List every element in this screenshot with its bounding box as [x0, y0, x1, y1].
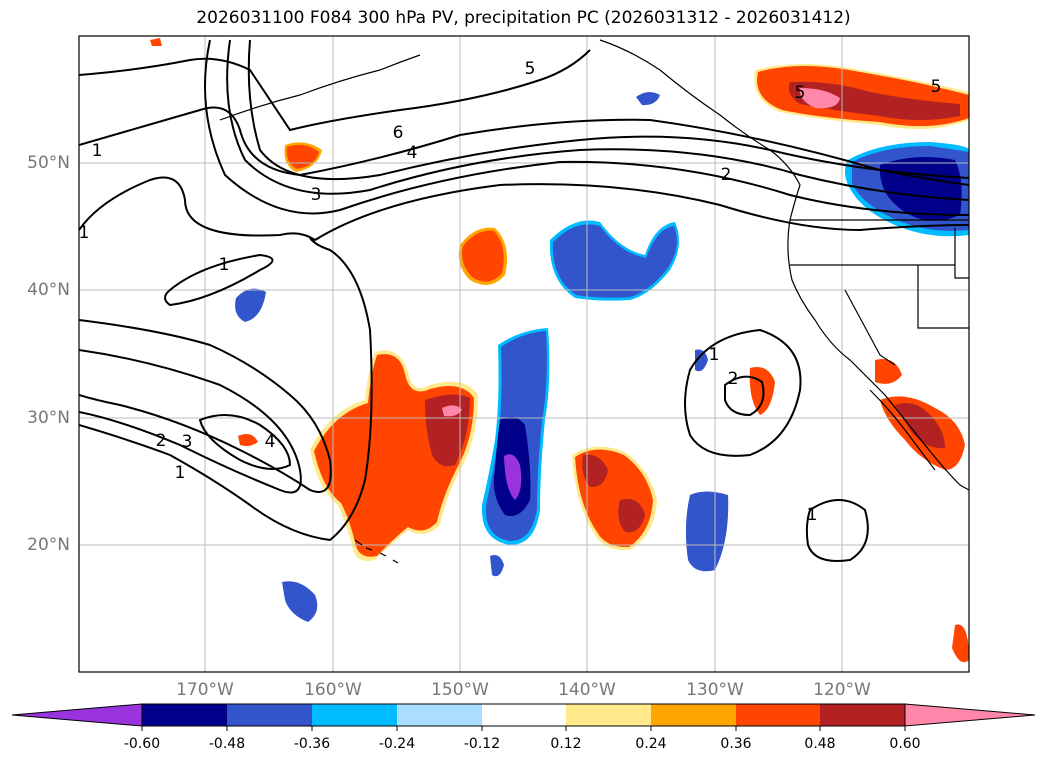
colorbar-tick-label: -0.60 — [123, 736, 161, 752]
contour-label: 2 — [721, 165, 732, 185]
colorbar-tick-label: -0.12 — [463, 736, 501, 752]
contour-label: 3 — [182, 432, 193, 452]
contour-label: 5 — [525, 59, 536, 79]
colorbar-segment — [482, 704, 566, 726]
contour-label: 6 — [393, 123, 404, 143]
contour-label: 1 — [92, 141, 103, 161]
contour-label: 3 — [311, 185, 322, 205]
coastlines — [219, 39, 969, 564]
colorbar-segment — [312, 704, 397, 726]
lon-tick-label: 150°W — [431, 680, 489, 700]
colorbar-tick-label: -0.24 — [378, 736, 416, 752]
lon-tick-label: 140°W — [558, 680, 616, 700]
precipitation-field — [150, 38, 969, 663]
colorbar-tick-label: -0.36 — [293, 736, 331, 752]
contour-label: 1 — [79, 223, 90, 243]
lon-tick-label: 160°W — [304, 680, 362, 700]
lon-tick-label: 170°W — [176, 680, 234, 700]
lat-tick-label: 40°N — [27, 280, 70, 300]
contour-label-group: 5 6 4 3 2 1 1 1 4 3 2 1 1 2 1 5 5 — [79, 59, 942, 525]
colorbar-arrow-left — [11, 703, 143, 727]
colorbar-tick-label: 0.36 — [720, 736, 752, 752]
colorbar — [11, 703, 1036, 731]
contour-label: 4 — [265, 432, 276, 452]
colorbar-segment — [820, 704, 905, 726]
colorbar-segment — [651, 704, 736, 726]
lat-tick-label: 20°N — [27, 535, 70, 555]
colorbar-segment — [142, 704, 227, 726]
lat-tick-label: 30°N — [27, 408, 70, 428]
colorbar-segment — [227, 704, 312, 726]
colorbar-segment — [736, 704, 820, 726]
colorbar-segment — [397, 704, 482, 726]
contour-label: 2 — [156, 431, 167, 451]
contour-label: 2 — [728, 369, 739, 389]
colorbar-segment — [566, 704, 651, 726]
colorbar-arrow-right — [904, 703, 1036, 727]
gridlines — [79, 36, 969, 672]
contour-label: 4 — [407, 143, 418, 163]
contour-label: 1 — [175, 463, 186, 483]
colorbar-tick-label: 0.48 — [804, 736, 836, 752]
contour-label: 1 — [709, 345, 720, 365]
contour-label: 1 — [219, 255, 230, 275]
contour-label: 5 — [795, 83, 806, 103]
lon-tick-label: 120°W — [813, 680, 871, 700]
lat-tick-label: 50°N — [27, 153, 70, 173]
colorbar-tick-label: 0.24 — [635, 736, 667, 752]
pv-contours — [79, 39, 969, 562]
contour-label: 1 — [807, 505, 818, 525]
colorbar-tick-label: 0.60 — [889, 736, 921, 752]
map-frame — [78, 35, 970, 673]
map-title: 2026031100 F084 300 hPa PV, precipitatio… — [196, 8, 851, 28]
lon-tick-label: 130°W — [686, 680, 744, 700]
colorbar-tick-label: -0.48 — [208, 736, 246, 752]
colorbar-tick-label: 0.12 — [550, 736, 582, 752]
contour-label: 5 — [931, 77, 942, 97]
